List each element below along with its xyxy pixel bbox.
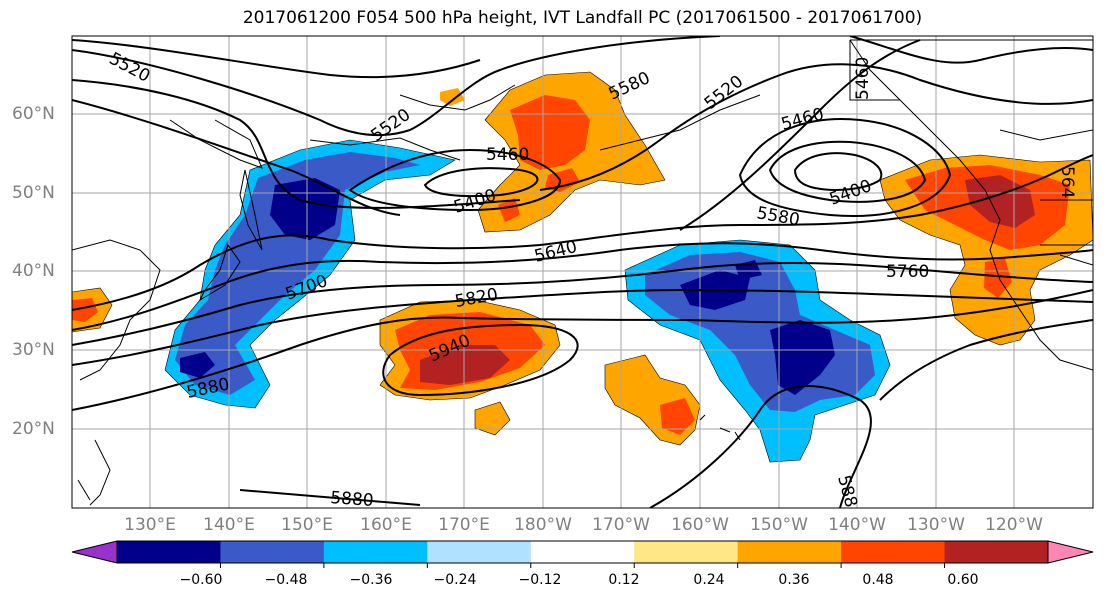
colorbar-segment [944, 541, 1049, 563]
colorbar-tick-label: −0.36 [349, 572, 393, 588]
lat-label: 40°N [12, 261, 55, 281]
lon-label: 140°E [203, 515, 255, 535]
colorbar-tick-label: 0.60 [947, 572, 979, 588]
lon-label: 160°E [360, 515, 412, 535]
lat-label: 20°N [12, 419, 55, 439]
lon-label: 150°W [750, 515, 808, 535]
positive-ivt-region-northamerica [72, 154, 1093, 346]
colorbar-tick-label: 0.24 [693, 572, 725, 588]
lon-label: 130°E [124, 515, 176, 535]
colorbar-segment [117, 541, 221, 563]
colorbar-tick-label: −0.12 [518, 572, 562, 588]
lon-label: 170°W [592, 515, 650, 535]
colorbar-segment [323, 541, 428, 563]
map-frame [71, 35, 1094, 509]
coastlines [72, 39, 1093, 506]
lon-label: 160°W [671, 515, 729, 535]
colorbar-tick-label: −0.48 [264, 572, 308, 588]
graticule [72, 36, 1093, 508]
colorbar-tick-label: 0.12 [608, 572, 640, 588]
colorbar-extend-high [1047, 540, 1094, 564]
contour-label: 564 [1057, 166, 1077, 198]
map-title: 2017061200 F054 500 hPa height, IVT Land… [242, 8, 923, 28]
colorbar-tick-label: 0.48 [862, 572, 894, 588]
lon-label: 120°W [985, 515, 1043, 535]
colorbar-segment [427, 541, 532, 563]
colorbar-outline [116, 540, 1049, 564]
colorbar-segment [841, 541, 946, 563]
contour-label: 5460 [853, 57, 873, 100]
contour-label: 5760 [886, 262, 929, 282]
colorbar-extend-low [71, 540, 118, 564]
colorbar-tick-label: −0.60 [179, 572, 223, 588]
lat-label: 60°N [12, 104, 55, 124]
colorbar-segment [737, 541, 842, 563]
lon-label: 180°W [514, 515, 572, 535]
lon-label: 150°E [281, 515, 333, 535]
lon-label: 170°E [438, 515, 490, 535]
lat-label: 50°N [12, 183, 55, 203]
colorbar-segment [530, 541, 635, 563]
colorbar-tick-label: 0.36 [778, 572, 810, 588]
lat-label: 30°N [12, 340, 55, 360]
contour-label: 5460 [486, 145, 529, 165]
colorbar-tick-label: −0.24 [433, 572, 477, 588]
colorbar-segment [220, 541, 325, 563]
lon-label: 140°W [828, 515, 886, 535]
colorbar-segment [634, 541, 739, 563]
height-contours [72, 36, 1093, 508]
contour-label: 5880 [330, 488, 375, 511]
lon-label: 130°W [907, 515, 965, 535]
